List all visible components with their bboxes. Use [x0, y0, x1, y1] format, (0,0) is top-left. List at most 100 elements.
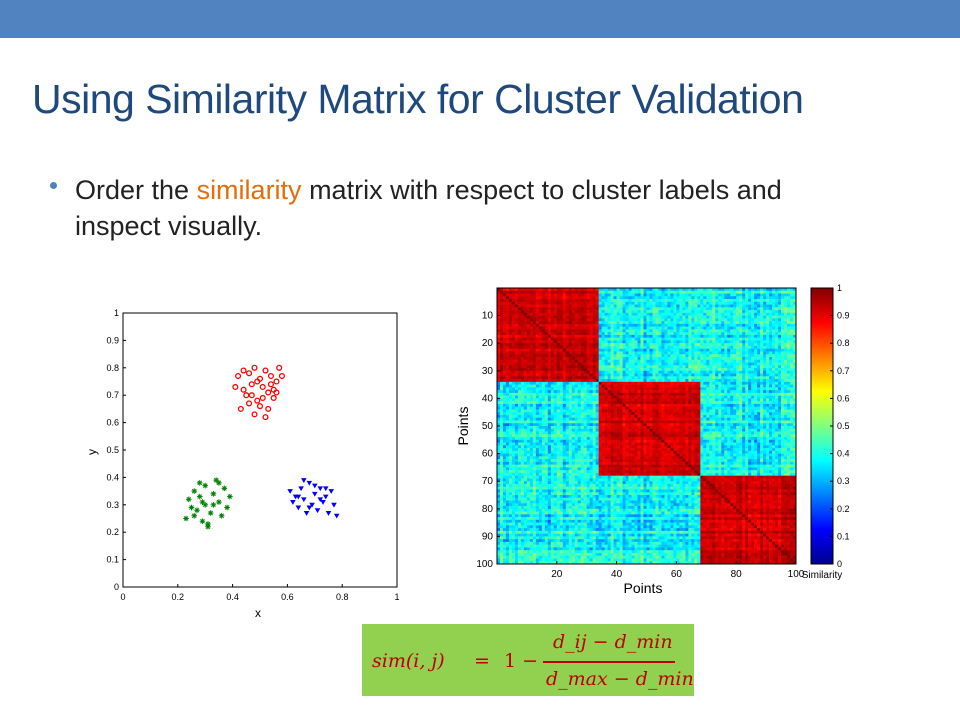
heatmap-cell: [538, 357, 543, 361]
heatmap-cell: [520, 368, 525, 372]
heatmap-cell: [556, 359, 561, 363]
heatmap-cell: [733, 395, 737, 399]
heatmap-cell: [769, 370, 773, 374]
heatmap-cell: [532, 373, 537, 377]
heatmap-cell: [691, 368, 695, 372]
heatmap-cell: [760, 299, 764, 303]
heatmap-cell: [499, 312, 504, 316]
heatmap-cell: [781, 379, 785, 383]
heatmap-cell: [532, 370, 537, 374]
heatmap-cell: [727, 359, 731, 363]
heatmap-cell: [748, 321, 752, 325]
heatmap-cell: [721, 362, 725, 366]
heatmap-cell: [619, 340, 623, 344]
heatmap-cell: [709, 323, 713, 327]
heatmap-cell: [589, 290, 593, 294]
heatmap-cell: [655, 348, 659, 352]
heatmap-cell: [622, 326, 626, 330]
heatmap-cell: [595, 326, 599, 330]
heatmap-cell: [793, 343, 797, 347]
heatmap-cell: [706, 398, 710, 402]
heatmap-cell: [631, 299, 635, 303]
heatmap-cell: [763, 417, 767, 421]
heatmap-cell: [532, 401, 537, 405]
heatmap-cell: [616, 354, 620, 358]
heatmap-cell: [559, 340, 564, 344]
heatmap-cell: [595, 384, 599, 388]
heatmap-cell: [508, 392, 513, 396]
heatmap-cell: [691, 398, 695, 402]
heatmap-cell: [790, 412, 794, 416]
heatmap-cell: [544, 310, 549, 314]
heatmap-cell: [769, 332, 773, 336]
heatmap-cell: [742, 354, 746, 358]
heatmap-cell: [706, 299, 710, 303]
heatmap-cell: [604, 312, 608, 316]
heatmap-cell: [604, 406, 608, 410]
heatmap-cell: [649, 359, 653, 363]
heatmap-cell: [691, 290, 695, 294]
heatmap-cell: [733, 392, 737, 396]
heatmap-cell: [739, 296, 743, 300]
heatmap-cell: [538, 406, 543, 410]
heatmap-cell: [679, 326, 683, 330]
heatmap-cell: [793, 351, 797, 355]
heatmap-cell: [628, 406, 632, 410]
heatmap-cell: [607, 362, 611, 366]
heatmap-cell: [718, 412, 722, 416]
heatmap-cell: [622, 414, 626, 419]
heatmap-cell: [604, 373, 608, 377]
heatmap-cell: [748, 359, 752, 363]
heatmap-cell: [598, 310, 602, 314]
heatmap-cell: [619, 296, 623, 300]
heatmap-cell: [790, 368, 794, 372]
heatmap-cell: [529, 337, 534, 341]
heatmap-cell: [544, 381, 549, 385]
heatmap-cell: [712, 395, 716, 399]
heatmap-cell: [595, 387, 599, 391]
heatmap-cell: [763, 351, 767, 355]
heatmap-cell: [514, 315, 519, 319]
heatmap-cell: [616, 359, 620, 363]
heatmap-cell: [793, 345, 797, 350]
heatmap-cell: [571, 373, 576, 377]
heatmap-cell: [529, 351, 534, 355]
heatmap-cell: [497, 318, 501, 322]
heatmap-cell: [727, 379, 731, 383]
heatmap-cell: [652, 379, 656, 383]
heatmap-cell: [682, 362, 686, 366]
heatmap-cell: [502, 370, 507, 374]
heatmap-cell: [613, 406, 617, 410]
heatmap-cell: [700, 387, 704, 391]
heatmap-cell: [601, 315, 605, 319]
heatmap-cell: [616, 334, 620, 338]
heatmap-cell: [700, 348, 704, 352]
heatmap-cell: [634, 321, 638, 325]
heatmap-cell: [631, 304, 635, 308]
heatmap-cell: [727, 337, 731, 341]
heatmap-cell: [787, 390, 791, 394]
heatmap-cell: [598, 307, 602, 311]
heatmap-cell: [595, 409, 599, 413]
heatmap-cell: [553, 312, 558, 316]
heatmap-cell: [769, 373, 773, 377]
heatmap-cell: [694, 318, 698, 322]
heatmap-cell: [751, 321, 755, 325]
heatmap-cell: [550, 392, 555, 396]
heatmap-cell: [607, 406, 611, 410]
heatmap-cell: [709, 395, 713, 399]
heatmap-cell: [508, 343, 513, 347]
heatmap-cell: [694, 414, 698, 419]
heatmap-cell: [667, 376, 671, 380]
heatmap-cell: [643, 362, 647, 366]
heatmap-cell: [718, 390, 722, 394]
heatmap-cell: [748, 337, 752, 341]
heatmap-cell: [736, 348, 740, 352]
heatmap-cell: [497, 288, 501, 292]
heatmap-cell: [652, 329, 656, 333]
heatmap-cell: [781, 315, 785, 319]
heatmap-cell: [637, 351, 641, 355]
heatmap-cell: [694, 334, 698, 338]
heatmap-cell: [712, 414, 716, 419]
heatmap-cell: [766, 379, 770, 383]
